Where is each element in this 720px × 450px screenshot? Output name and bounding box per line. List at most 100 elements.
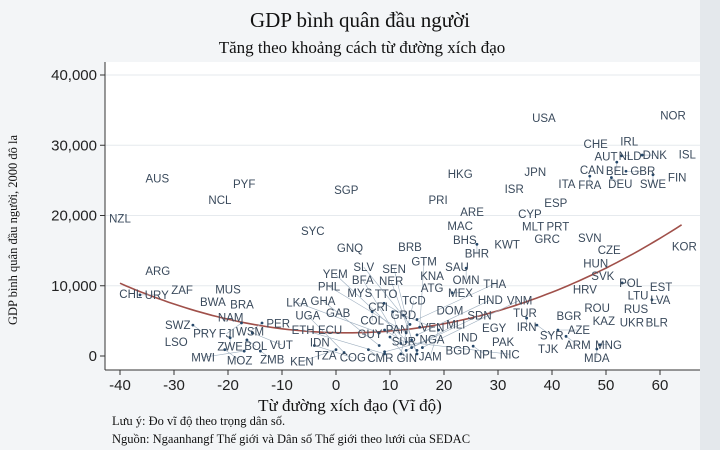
point-label-mli: MLI xyxy=(446,320,465,332)
point-label-mex: MEX xyxy=(448,288,473,300)
leader-line xyxy=(422,299,520,348)
point-label-nic: NIC xyxy=(500,349,520,361)
point-label-tza: TZA xyxy=(315,350,337,362)
point-label-sau: SAU xyxy=(445,262,469,274)
point-marker xyxy=(624,169,628,173)
leader-line xyxy=(246,339,256,347)
leader-line xyxy=(252,332,282,346)
point-label-eth: ETH xyxy=(292,325,315,337)
x-tick-label: 20 xyxy=(436,377,453,394)
point-label-pri: PRI xyxy=(429,195,448,207)
point-marker xyxy=(223,348,227,352)
point-marker xyxy=(404,340,408,344)
point-label-mus: MUS xyxy=(215,284,241,296)
point-label-svn: SVN xyxy=(578,233,602,245)
point-label-gab: GAB xyxy=(326,308,351,320)
x-tick-label: 30 xyxy=(490,377,507,394)
point-marker xyxy=(415,352,419,356)
point-label-est: EST xyxy=(650,282,672,294)
point-label-syc: SYC xyxy=(301,226,325,238)
leader-line xyxy=(416,283,495,320)
point-marker xyxy=(242,349,246,353)
point-marker xyxy=(250,331,254,335)
point-marker xyxy=(334,348,338,352)
point-marker xyxy=(388,335,392,339)
point-label-aus: AUS xyxy=(145,173,169,185)
point-label-npl: NPL xyxy=(474,350,497,362)
point-label-hun: HUN xyxy=(583,258,608,270)
chart-title: GDP bình quân đầu người xyxy=(250,8,470,32)
point-label-irl: IRL xyxy=(620,137,639,149)
x-tick-label: -30 xyxy=(163,377,185,394)
point-marker xyxy=(640,153,644,157)
leader-line xyxy=(403,314,433,328)
chart-subtitle: Tăng theo khoảng cách từ đường xích đạo xyxy=(219,38,506,57)
x-tick-label: -40 xyxy=(109,377,131,394)
point-marker xyxy=(525,316,529,320)
point-label-cyp: CYP xyxy=(518,209,542,221)
axes: 0 10,000 20,000 30,000 40,000 -40 -30 -20 -10 0 10… xyxy=(51,62,700,394)
leader-line xyxy=(334,273,418,351)
x-tick-label: 50 xyxy=(598,377,615,394)
leader-line xyxy=(301,349,337,362)
point-label-vut: VUT xyxy=(270,340,293,352)
point-marker xyxy=(610,176,613,179)
point-label-can: CAN xyxy=(580,165,604,177)
point-label-bhs: BHS xyxy=(453,235,477,247)
x-tick-label: -10 xyxy=(271,377,293,394)
point-label-ury: URY xyxy=(145,290,169,302)
point-label-moz: MOZ xyxy=(227,355,253,367)
point-label-ecu: ECU xyxy=(318,325,342,337)
point-marker xyxy=(471,344,475,348)
point-label-chl: CHL xyxy=(119,289,143,301)
point-label-tur: TUR xyxy=(513,308,537,320)
point-marker xyxy=(245,338,249,342)
point-label-zwe: ZWE xyxy=(217,342,243,354)
point-label-gnq: GNQ xyxy=(337,243,363,255)
leader-line xyxy=(389,336,408,359)
point-label-arm: ARM xyxy=(565,340,591,352)
point-label-fra: FRA xyxy=(578,180,601,192)
point-label-phl: PHL xyxy=(318,282,341,294)
y-tick-label: 0 xyxy=(89,348,97,365)
point-marker xyxy=(421,346,424,349)
point-marker xyxy=(620,154,624,158)
point-label-usa: USA xyxy=(532,113,556,125)
point-marker xyxy=(383,328,386,332)
point-label-lso: LSO xyxy=(165,337,188,349)
point-marker xyxy=(588,174,592,178)
leader-line xyxy=(224,349,240,361)
point-marker xyxy=(408,322,412,326)
point-label-che: CHE xyxy=(584,139,609,151)
y-tick-label: 20,000 xyxy=(51,208,97,225)
leader-line xyxy=(611,177,621,185)
point-marker xyxy=(564,334,568,338)
leader-line xyxy=(226,322,242,334)
point-label-cze: CZE xyxy=(598,245,621,257)
point-label-tha: THA xyxy=(483,279,506,291)
point-label-deu: DEU xyxy=(608,179,632,191)
x-axis-label: Từ đường xích đạo (Vĩ độ) xyxy=(258,396,442,415)
point-label-per: PER xyxy=(266,319,290,331)
point-marker xyxy=(228,336,232,340)
leader-line xyxy=(406,315,480,351)
point-label-esp: ESP xyxy=(544,198,567,210)
point-label-slv: SLV xyxy=(353,262,374,274)
point-label-bel: BEL xyxy=(606,166,628,178)
point-label-kaz: KAZ xyxy=(593,316,615,328)
x-tick-label: 40 xyxy=(544,377,561,394)
point-label-svk: SVK xyxy=(591,271,614,283)
point-label-mac: MAC xyxy=(447,221,473,233)
point-label-sgp: SGP xyxy=(334,185,359,197)
note-text: Lưu ý: Đo vĩ độ theo trọng dân số. xyxy=(112,414,285,428)
point-label-ken: KEN xyxy=(290,356,314,368)
point-marker xyxy=(598,343,602,347)
point-marker xyxy=(595,347,599,351)
point-marker xyxy=(418,325,422,329)
point-marker xyxy=(464,266,468,270)
x-tick-label: -20 xyxy=(217,377,239,394)
point-label-wsm: WSM xyxy=(236,327,264,339)
point-label-hnd: HND xyxy=(478,295,503,307)
point-label-guy: GUY xyxy=(358,329,383,341)
